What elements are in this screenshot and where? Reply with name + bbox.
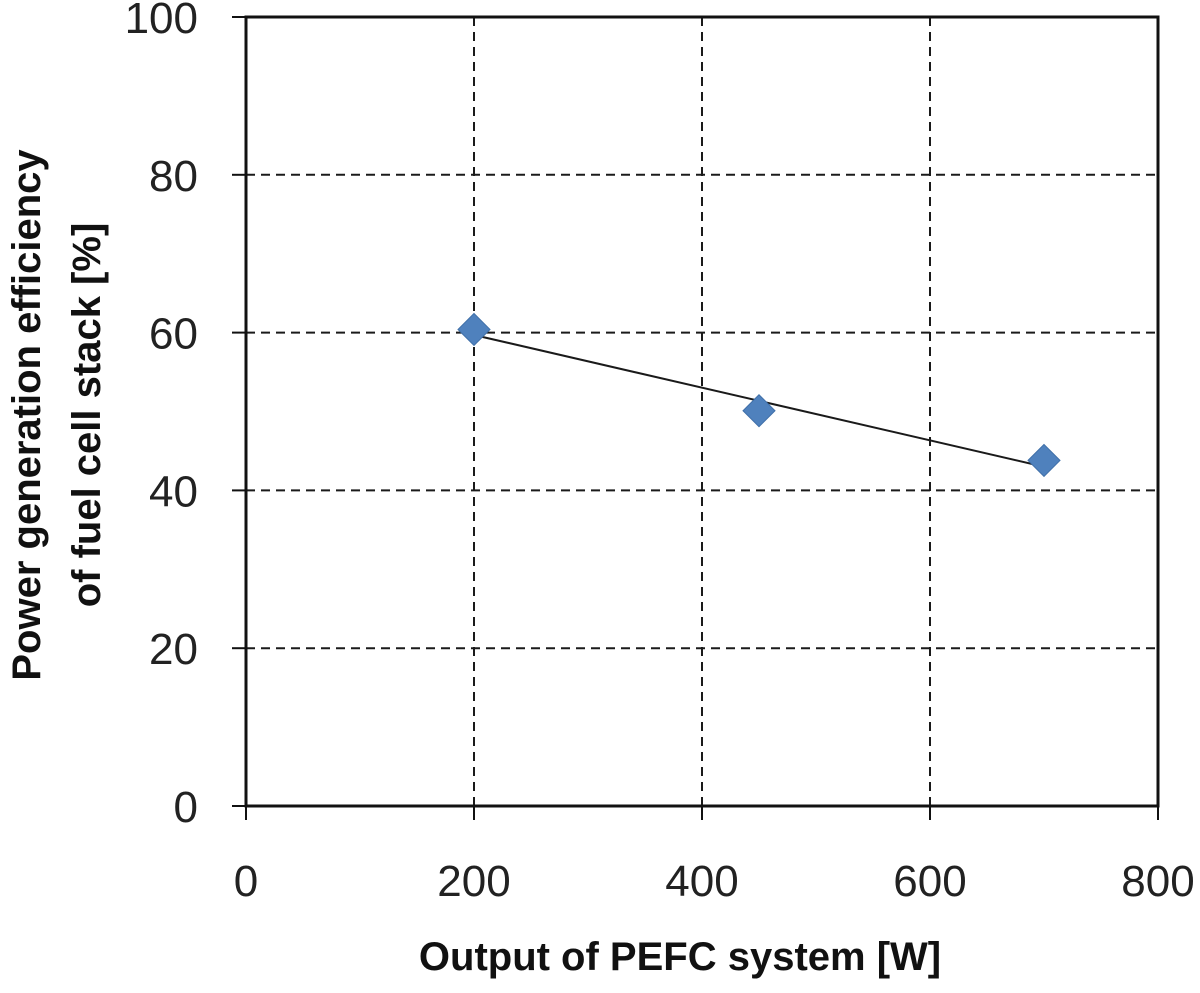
- grid: [246, 17, 1158, 806]
- y-axis-title-line-2: of fuel cell stack [%]: [65, 223, 109, 608]
- y-axis-title-line-1: Power generation efficiency: [5, 149, 49, 681]
- data-point-marker: [742, 394, 776, 428]
- plot-area-frame: [244, 15, 1160, 808]
- y-tick-label: 0: [174, 783, 198, 832]
- x-axis-title: Output of PEFC system [W]: [419, 935, 941, 979]
- y-tick-label: 60: [149, 310, 198, 359]
- x-tick-label: 200: [437, 857, 510, 906]
- y-tick-labels: 0 20 40 60 80 100: [125, 0, 198, 832]
- y-tick-label: 40: [149, 467, 198, 516]
- x-tick-label: 600: [893, 857, 966, 906]
- x-tick-label: 400: [665, 857, 738, 906]
- y-tick-label: 80: [149, 152, 198, 201]
- y-axis-title: Power generation efficiency of fuel cell…: [5, 149, 109, 681]
- x-tick-labels: 0 200 400 600 800: [234, 857, 1195, 906]
- data-point-marker: [1027, 443, 1061, 478]
- axis-ticks: [232, 16, 1159, 820]
- x-tick-label: 800: [1121, 857, 1194, 906]
- x-tick-label: 0: [234, 857, 258, 906]
- data-point-marker: [457, 312, 491, 347]
- y-tick-label: 100: [125, 0, 198, 43]
- data-markers: [457, 312, 1061, 478]
- y-tick-label: 20: [149, 625, 198, 674]
